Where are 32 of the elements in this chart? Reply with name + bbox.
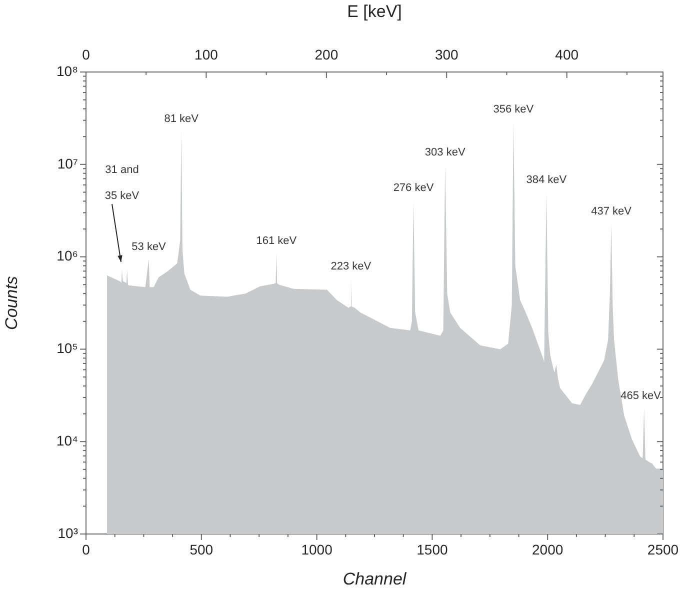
x-tick-label: 0 [82,541,90,558]
annotation: 465 keV [620,390,662,402]
annotation: 223 keV [330,260,372,273]
x-tick-label: 2500 [647,541,679,558]
x2-tick-label: 400 [555,46,579,62]
y-axis-title: Counts [2,276,21,330]
x-axis-title: Channel [342,570,408,589]
annotation: 31 and [105,164,139,176]
x2-tick-label: 0 [82,46,90,62]
x2-tick-label: 100 [194,46,218,62]
annotation: 81 keV [164,113,200,126]
x2-axis-title: E [keV] [347,2,402,21]
annotation: 35 keV [104,190,140,202]
x-tick-label: 2000 [532,541,564,558]
y-tick-label: 10⁸ [56,62,78,79]
annotation: 437 keV [591,205,632,218]
y-tick-label: 10⁵ [56,340,78,356]
annotation: 356 keV [493,104,534,116]
annotation: 276 keV [393,182,434,194]
annotation: 53 keV [132,240,167,253]
annotation: 161 keV [256,235,298,248]
y-tick-label: 10⁴ [56,432,78,448]
x-tick-label: 1000 [301,541,333,558]
x-tick-label: 500 [190,541,214,558]
y-tick-label: 10³ [58,524,78,541]
x2-tick-label: 200 [314,46,338,62]
x-tick-label: 1500 [416,541,448,558]
y-tick-label: 10⁶ [56,248,78,264]
annotation: 384 keV [526,174,568,186]
annotation: 303 keV [424,146,466,158]
y-tick-label: 10⁷ [57,155,78,172]
x2-tick-label: 300 [434,46,459,62]
